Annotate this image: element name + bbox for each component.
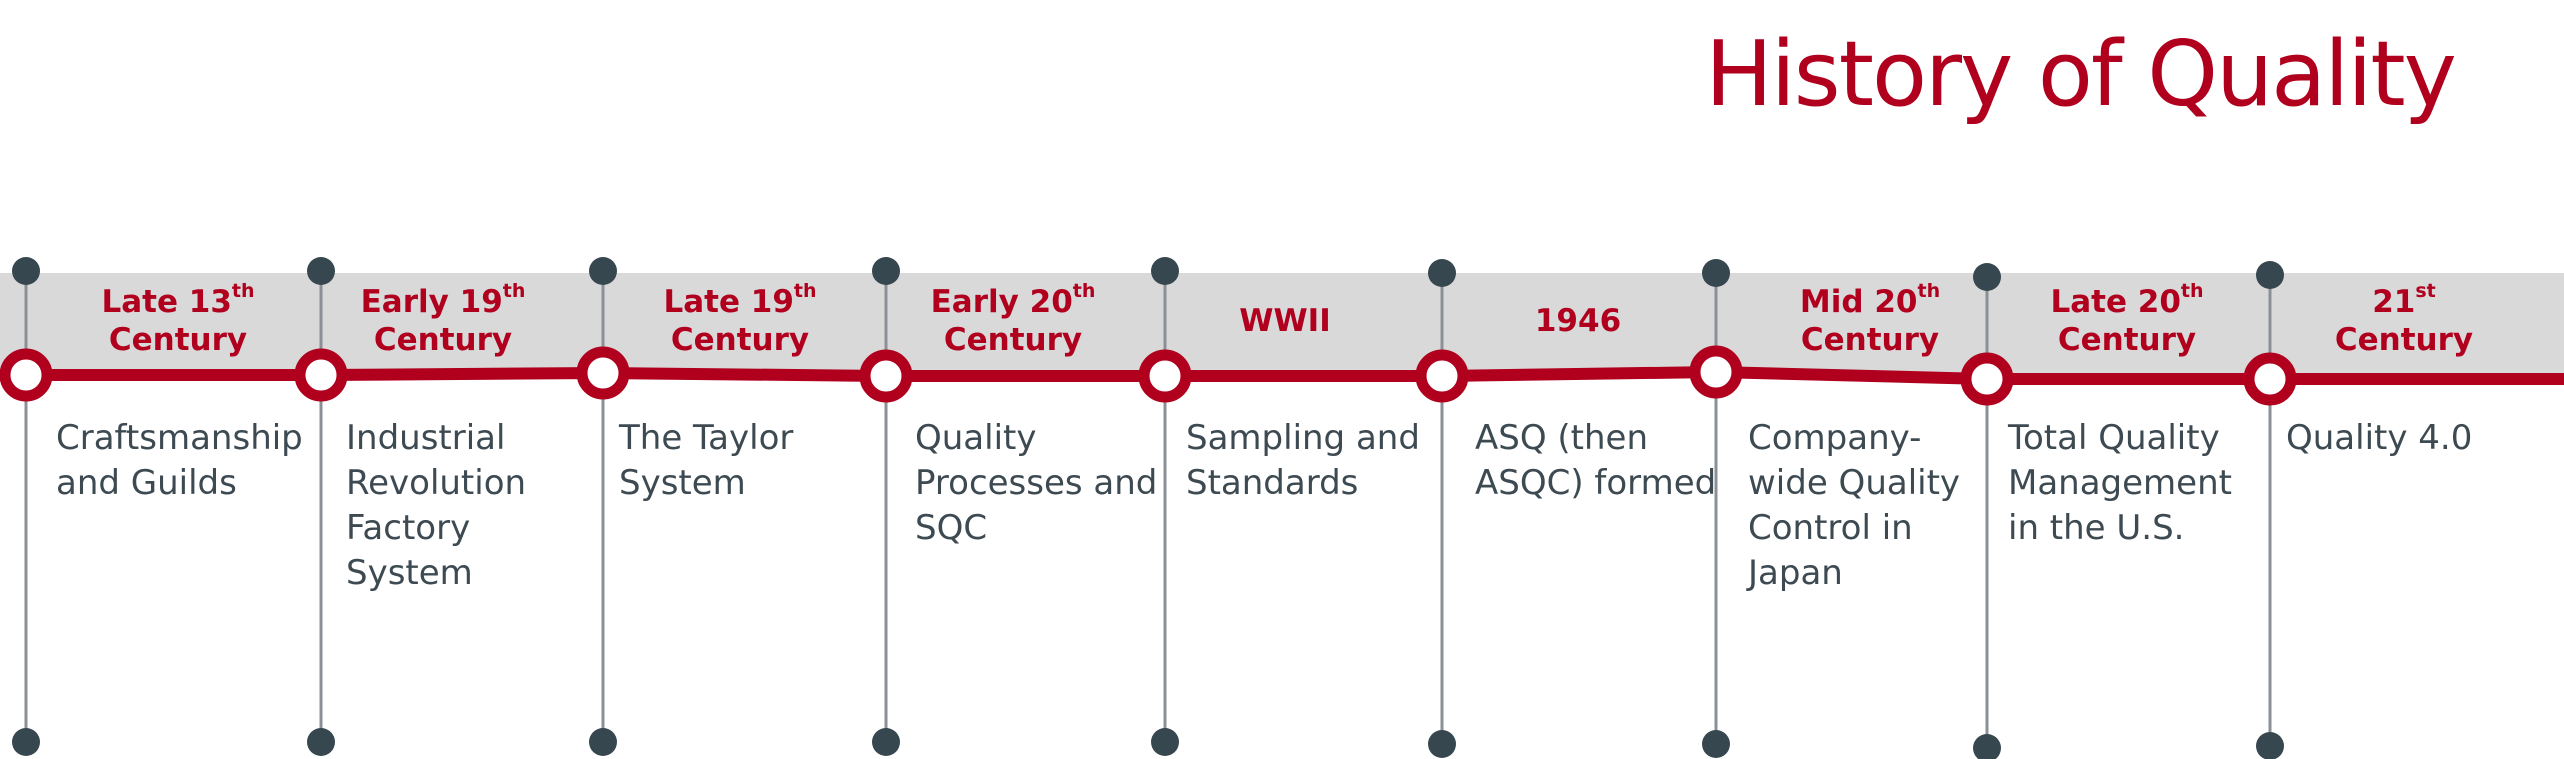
milestone-era-label: 1946	[1468, 302, 1688, 340]
timeline-end-dot	[12, 257, 40, 285]
milestone-era-line2: Century	[943, 322, 1083, 358]
milestone-era-line1: Late 13th	[68, 279, 288, 321]
milestone-era-ordinal: th	[2180, 279, 2204, 302]
milestone-description: Total Quality Management in the U.S.	[2008, 418, 2232, 548]
milestone-era-line2: Century	[373, 322, 513, 358]
milestone-era-label: Early 19th Century	[333, 279, 553, 359]
milestone-era-line2: Century	[108, 322, 248, 358]
timeline-end-dot	[589, 257, 617, 285]
milestone-era-text: Late 13	[101, 284, 232, 320]
milestone-description: Sampling and Standards	[1186, 418, 1420, 503]
timeline-end-dot	[1428, 730, 1456, 758]
milestone-era-ordinal: th	[1917, 279, 1941, 302]
timeline-end-dot	[1151, 257, 1179, 285]
milestone-era-line1: Late 19th	[630, 279, 850, 321]
milestone-era-text: Late 19	[663, 284, 794, 320]
timeline-node	[1415, 349, 1469, 403]
timeline-end-dot	[2256, 261, 2284, 289]
milestone-era-text: Mid 20	[1799, 284, 1918, 320]
milestone-era-line1: Early 19th	[333, 279, 553, 321]
milestone-description: Industrial Revolution Factory System	[346, 418, 527, 593]
milestone-era-label: Mid 20th Century	[1760, 279, 1980, 359]
timeline-end-dot	[1973, 734, 2001, 759]
milestone-era-label: Late 13th Century	[68, 279, 288, 359]
timeline-node	[576, 346, 630, 400]
timeline-node	[0, 348, 53, 402]
timeline-node	[2243, 352, 2297, 406]
timeline-end-dot	[1151, 728, 1179, 756]
timeline-node	[1960, 352, 2014, 406]
timeline-end-dot	[307, 257, 335, 285]
milestone-era-line2: Century	[1800, 322, 1940, 358]
timeline-end-dot	[1428, 259, 1456, 287]
milestone-era-ordinal: th	[793, 279, 817, 302]
milestone-description: Quality Processes and SQC	[915, 418, 1158, 548]
milestone-era-label: Early 20th Century	[903, 279, 1123, 359]
milestone-era-ordinal: st	[2415, 279, 2436, 302]
timeline-end-dot	[307, 728, 335, 756]
milestone-description: Company- wide Quality Control in Japan	[1748, 418, 1961, 593]
milestone-era-line1: Late 20th	[2017, 279, 2237, 321]
timeline-node	[1689, 345, 1743, 399]
page-title: History of Quality	[1705, 22, 2457, 127]
milestone-era-label: Late 20th Century	[2017, 279, 2237, 359]
milestone-era-label: WWII	[1175, 302, 1395, 340]
milestone-era-text: 21	[2372, 284, 2416, 320]
milestone-era-text: Early 20	[930, 284, 1073, 320]
milestone-era-line2: Century	[670, 322, 810, 358]
milestone-description: The Taylor System	[619, 418, 794, 503]
milestone-era-line1: Early 20th	[903, 279, 1123, 321]
milestone-era-ordinal: th	[502, 279, 526, 302]
timeline-band	[0, 273, 2564, 376]
timeline-end-dot	[872, 257, 900, 285]
milestone-description: ASQ (then ASQC) formed	[1475, 418, 1717, 503]
timeline-node	[859, 349, 913, 403]
timeline-end-dot	[2256, 732, 2284, 759]
timeline-end-dot	[589, 728, 617, 756]
milestone-era-line1: Mid 20th	[1760, 279, 1980, 321]
milestone-era-line1: 21st	[2294, 279, 2514, 321]
milestone-era-label: 21st Century	[2294, 279, 2514, 359]
milestone-description: Quality 4.0	[2286, 418, 2473, 458]
milestone-era-line1: WWII	[1175, 302, 1395, 340]
timeline-end-dot	[1973, 263, 2001, 291]
timeline-end-dot	[872, 728, 900, 756]
timeline-line	[26, 365, 2564, 385]
milestone-description: Craftsmanship and Guilds	[56, 418, 303, 503]
milestone-era-text: 1946	[1534, 303, 1622, 339]
timeline-end-dot	[1702, 259, 1730, 287]
milestone-era-line2: Century	[2057, 322, 2197, 358]
milestone-era-line2: Century	[2334, 322, 2474, 358]
timeline-node	[294, 348, 348, 402]
timeline-end-dot	[1702, 730, 1730, 758]
milestone-era-ordinal: th	[1072, 279, 1096, 302]
milestone-era-ordinal: th	[231, 279, 255, 302]
milestone-era-label: Late 19th Century	[630, 279, 850, 359]
milestone-era-text: WWII	[1239, 303, 1331, 339]
milestone-era-text: Late 20	[2050, 284, 2181, 320]
timeline-end-dot	[12, 728, 40, 756]
timeline-node	[1138, 349, 1192, 403]
milestone-era-line1: 1946	[1468, 302, 1688, 340]
milestone-era-text: Early 19	[360, 284, 503, 320]
